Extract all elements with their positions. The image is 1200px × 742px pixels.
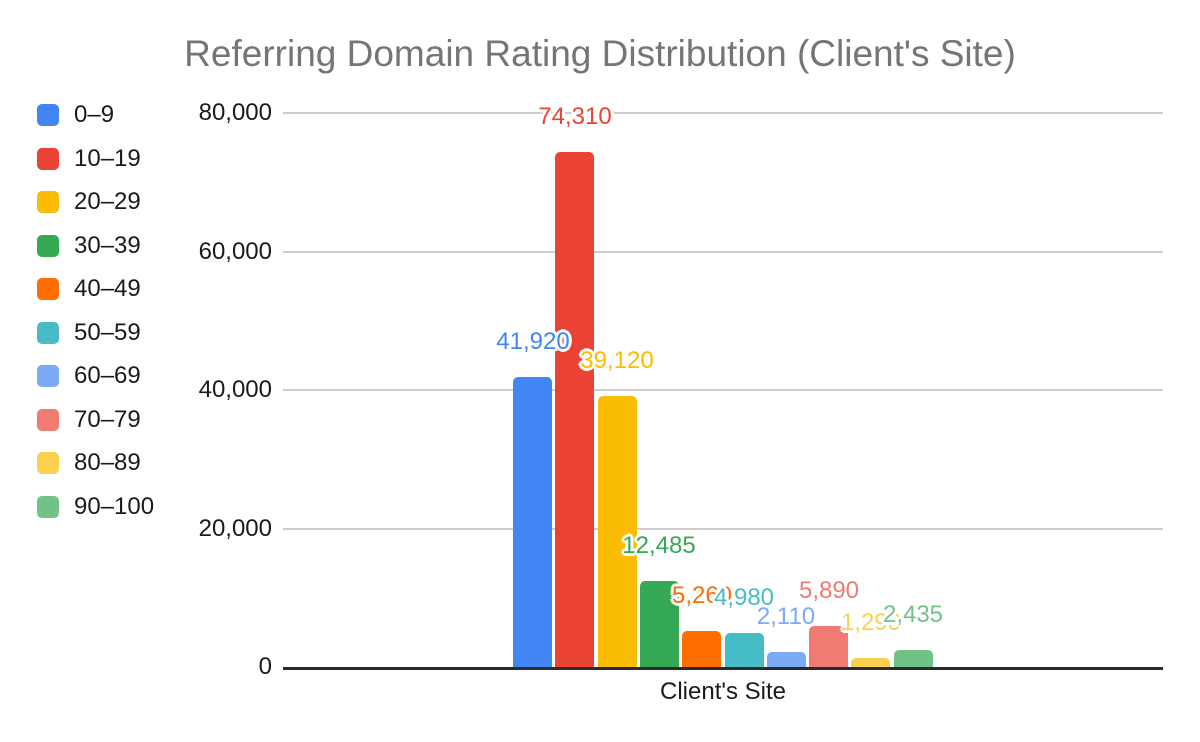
data-label-20–29: 39,120 (580, 347, 654, 374)
legend-label: 70–79 (74, 405, 141, 433)
legend-item-80–89: 80–89 (37, 449, 154, 476)
gridline-80000 (283, 112, 1163, 114)
legend-label: 10–19 (74, 144, 141, 172)
legend: 0–9 10–19 20–29 30–39 40–49 50–59 60–69 70–79 80… (37, 101, 155, 520)
data-label-50–59: 4,980 (713, 584, 775, 611)
y-axis-tick-label: 80,000 (198, 99, 272, 126)
data-label-90–100: 2,435 (882, 601, 944, 628)
x-axis-label: Client's Site (660, 678, 786, 705)
data-label-40–49: 5,260 (671, 582, 733, 609)
legend-item-70–79: 70–79 (37, 405, 154, 433)
y-axis-tick-label: 40,000 (198, 376, 272, 403)
bar-40–49 (682, 631, 721, 667)
legend-item-40–49: 40–49 (37, 275, 154, 302)
bar-50–59 (725, 633, 764, 667)
legend-item-30–39: 30–39 (37, 231, 154, 259)
y-axis-tick-label: 60,000 (198, 238, 272, 265)
y-axis-tick-label: 0 (258, 653, 272, 680)
legend-swatch-icon (37, 495, 59, 518)
data-label-80–89: 1,290 (840, 609, 902, 636)
legend-label: 90–100 (74, 492, 155, 520)
legend-label: 0–9 (74, 101, 115, 128)
chart-title: Referring Domain Rating Distribution (Cl… (184, 33, 1016, 74)
data-label-30–39: 12,485 (622, 532, 696, 559)
bar-30–39 (640, 581, 679, 667)
legend-label: 40–49 (74, 275, 141, 302)
bar-70–79 (809, 626, 848, 667)
legend-label: 20–29 (74, 188, 141, 215)
legend-label: 60–69 (74, 362, 141, 389)
legend-item-20–29: 20–29 (37, 188, 154, 215)
y-axis-tick-label: 20,000 (198, 515, 272, 542)
legend-item-60–69: 60–69 (37, 362, 154, 389)
legend-swatch-icon (37, 365, 59, 387)
legend-swatch-icon (37, 278, 59, 300)
legend-swatch-icon (37, 321, 59, 344)
legend-swatch-icon (37, 408, 59, 431)
legend-label: 30–39 (74, 231, 141, 259)
legend-swatch-icon (37, 104, 59, 126)
x-axis-line (283, 667, 1163, 670)
legend-item-90–100: 90–100 (37, 492, 155, 520)
data-label-60–69: 2,110 (756, 603, 816, 630)
data-label-10–19: 74,310 (538, 103, 612, 130)
legend-item-10–19: 10–19 (37, 144, 154, 172)
legend-swatch-icon (37, 234, 59, 257)
legend-item-50–59: 50–59 (37, 318, 154, 346)
legend-swatch-icon (37, 452, 59, 474)
bar-90–100 (894, 650, 933, 667)
gridline-60000 (283, 251, 1163, 253)
bar-20–29 (598, 396, 637, 667)
legend-label: 80–89 (74, 449, 141, 476)
bar-10–19 (555, 152, 594, 667)
bar-60–69 (767, 652, 806, 667)
legend-item-0–9: 0–9 (37, 101, 154, 128)
data-label-0–9: 41,920 (496, 328, 570, 355)
legend-label: 50–59 (74, 318, 141, 346)
legend-swatch-icon (37, 147, 59, 170)
gridline-20000 (283, 528, 1163, 530)
gridline-40000 (283, 389, 1163, 391)
bar-80–89 (851, 658, 890, 667)
legend-swatch-icon (37, 191, 59, 213)
data-label-70–79: 5,890 (798, 577, 860, 604)
bar-0–9 (513, 377, 552, 667)
